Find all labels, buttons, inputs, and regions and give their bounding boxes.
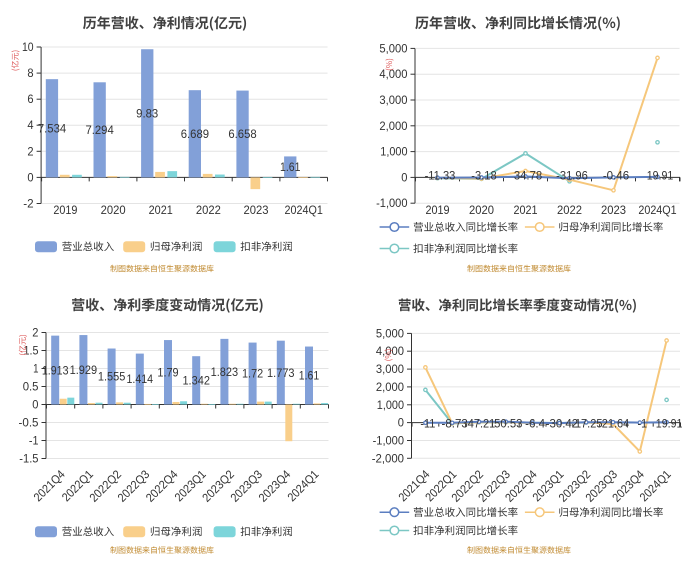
- svg-text:1.823: 1.823: [211, 365, 239, 379]
- svg-text:-2,000: -2,000: [372, 451, 405, 465]
- svg-text:7.294: 7.294: [85, 123, 114, 137]
- svg-text:-1.5: -1.5: [19, 452, 38, 466]
- svg-text:-30.42: -30.42: [546, 416, 579, 430]
- svg-text:0: 0: [32, 398, 38, 412]
- svg-text:2022: 2022: [557, 203, 582, 217]
- svg-text:2: 2: [32, 326, 38, 340]
- svg-text:2022: 2022: [196, 203, 221, 217]
- svg-text:34.78: 34.78: [514, 169, 543, 183]
- svg-text:2019: 2019: [425, 203, 449, 217]
- svg-text:1,000: 1,000: [380, 145, 407, 159]
- svg-text:2020: 2020: [101, 203, 126, 217]
- svg-text:3,000: 3,000: [376, 362, 404, 376]
- svg-text:4: 4: [27, 118, 33, 132]
- svg-text:4,000: 4,000: [379, 67, 407, 81]
- svg-text:-1,000: -1,000: [376, 196, 408, 210]
- svg-text:1.79: 1.79: [157, 366, 178, 380]
- svg-text:2021: 2021: [149, 203, 173, 217]
- svg-text:-31.96: -31.96: [556, 169, 588, 183]
- svg-text:1: 1: [33, 362, 39, 376]
- svg-text:2024Q1: 2024Q1: [285, 203, 324, 217]
- svg-text:0.5: 0.5: [23, 380, 39, 394]
- svg-text:0: 0: [398, 416, 404, 430]
- svg-text:1.913: 1.913: [42, 363, 69, 377]
- svg-text:1.61: 1.61: [299, 369, 320, 383]
- svg-text:17.25: 17.25: [575, 416, 603, 430]
- svg-text:-0.5: -0.5: [19, 416, 39, 430]
- svg-text:6: 6: [27, 92, 33, 106]
- svg-text:6.658: 6.658: [228, 127, 257, 141]
- svg-text:2,000: 2,000: [376, 380, 404, 394]
- svg-text:1.72: 1.72: [242, 367, 263, 381]
- svg-text:10: 10: [22, 40, 34, 54]
- svg-text:21.64: 21.64: [602, 416, 630, 430]
- svg-text:0: 0: [27, 170, 33, 184]
- svg-text:2020: 2020: [469, 203, 494, 217]
- svg-text:-8.73: -8.73: [442, 416, 469, 430]
- svg-text:1.61: 1.61: [280, 160, 301, 174]
- svg-text:1.342: 1.342: [182, 374, 210, 388]
- svg-text:2023: 2023: [244, 203, 269, 217]
- svg-text:5,000: 5,000: [376, 326, 404, 340]
- svg-text:47.21: 47.21: [468, 416, 496, 430]
- svg-text:9.83: 9.83: [136, 107, 158, 121]
- svg-text:2019: 2019: [53, 203, 77, 217]
- svg-text:-11.33: -11.33: [425, 169, 456, 183]
- svg-text:-2: -2: [23, 197, 34, 211]
- svg-text:3,000: 3,000: [379, 93, 407, 107]
- svg-text:0: 0: [401, 170, 407, 184]
- svg-text:6.689: 6.689: [181, 127, 210, 141]
- svg-text:7.534: 7.534: [38, 122, 67, 136]
- svg-text:-1: -1: [29, 434, 39, 448]
- svg-text:-11: -11: [420, 416, 435, 430]
- svg-text:2,000: 2,000: [379, 119, 407, 133]
- svg-text:5,000: 5,000: [379, 41, 407, 55]
- svg-text:19.91: 19.91: [656, 416, 683, 430]
- svg-text:2024Q1: 2024Q1: [638, 203, 677, 217]
- svg-text:19.91: 19.91: [647, 169, 674, 183]
- svg-text:2: 2: [27, 144, 33, 158]
- svg-text:2021: 2021: [513, 203, 537, 217]
- svg-text:50.53: 50.53: [494, 416, 523, 430]
- svg-text:1.5: 1.5: [24, 344, 39, 358]
- svg-text:-1,000: -1,000: [373, 434, 405, 448]
- svg-text:1.929: 1.929: [70, 363, 98, 377]
- svg-text:-3.18: -3.18: [471, 169, 497, 183]
- svg-text:1.414: 1.414: [127, 372, 154, 386]
- svg-text:4,000: 4,000: [376, 344, 404, 358]
- svg-text:1.773: 1.773: [267, 366, 295, 380]
- svg-text:-0.46: -0.46: [603, 169, 630, 183]
- svg-text:-1: -1: [638, 416, 648, 430]
- svg-text:8: 8: [27, 66, 33, 80]
- svg-text:-6.4: -6.4: [525, 416, 545, 430]
- svg-text:1,000: 1,000: [377, 398, 404, 412]
- svg-text:1.555: 1.555: [98, 370, 126, 384]
- svg-text:2023: 2023: [601, 203, 626, 217]
